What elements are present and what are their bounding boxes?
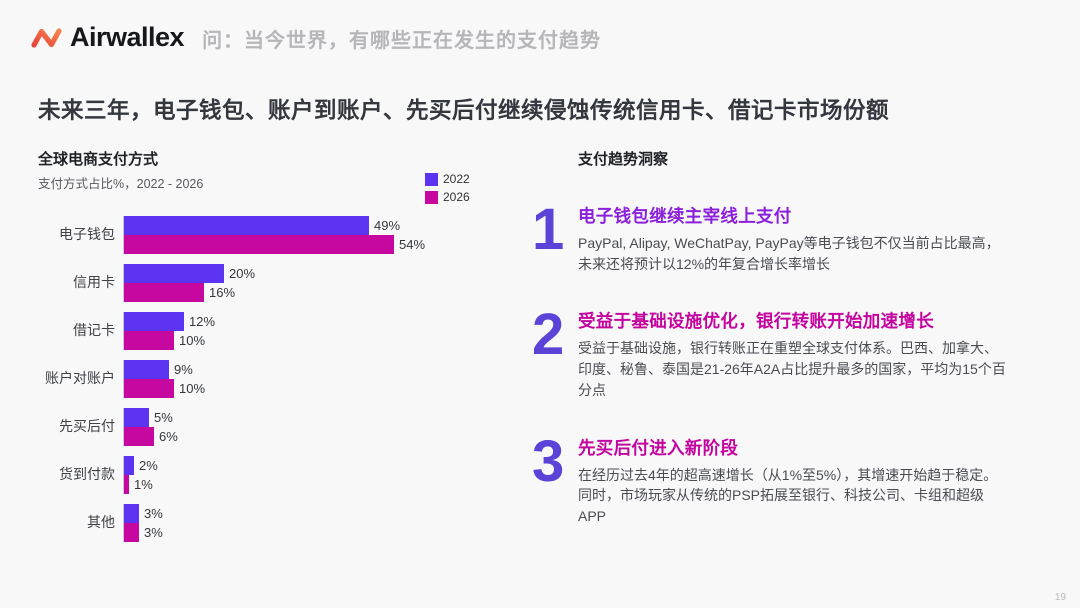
bar-value-label: 6%	[159, 429, 178, 444]
category-bars: 2% 1%	[123, 456, 530, 494]
insight-content: 受益于基础设施优化，银行转账开始加速增长受益于基础设施，银行转账正在重塑全球支付…	[578, 308, 1010, 400]
insights-panel: 支付趋势洞察 1 电子钱包继续主宰线上支付 PayPal, Alipay, WeCh…	[532, 148, 1032, 527]
legend-swatch-icon	[425, 172, 438, 186]
bar-2026	[124, 475, 129, 494]
insight-content: 先买后付进入新阶段在经历过去4年的超高速增长（从1%至5%），其增速开始趋于稳定…	[578, 435, 1010, 527]
chart-title: 全球电商支付方式	[38, 151, 159, 168]
category-label: 借记卡	[73, 322, 115, 339]
category-bars: 49% 54%	[123, 216, 530, 254]
insights-list: 1 电子钱包继续主宰线上支付 PayPal, Alipay, WeChatPay, …	[532, 197, 1032, 527]
brand-name: Airwallex	[70, 22, 185, 52]
legend-item: 2026	[425, 190, 470, 204]
bar-2026	[124, 283, 204, 302]
category-label: 账户对账户	[45, 370, 115, 387]
bar-value-label: 12%	[189, 314, 216, 329]
category-label: 货到付款	[59, 466, 115, 483]
bar-value-label: 1%	[134, 477, 153, 492]
bar-value-label: 20%	[229, 266, 256, 281]
insight-title: 电子钱包继续主宰线上支付	[578, 206, 792, 226]
bar-value-label: 10%	[179, 333, 206, 348]
insight-title: 先买后付进入新阶段	[578, 437, 739, 458]
payment-methods-chart: 全球电商支付方式 支付方式占比%，2022 - 2026 2022 2026 电子…	[38, 148, 530, 552]
category-label: 其他	[87, 514, 115, 531]
category-label: 电子钱包	[59, 226, 115, 243]
bar-2022	[124, 216, 369, 235]
bar-2026	[124, 427, 154, 446]
bar-2026	[124, 379, 174, 398]
insight-body: PayPal, Alipay, WeChatPay, PayPay等电子钱包不仅…	[578, 235, 1000, 272]
category-label: 信用卡	[73, 274, 115, 291]
legend-item: 2022	[425, 172, 470, 186]
header-question: 问：当今世界，有哪些正在发生的支付趋势	[202, 30, 602, 52]
chart-subtitle: 支付方式占比%，2022 - 2026	[38, 177, 204, 191]
chart-row: 借记卡 12% 10%	[38, 312, 530, 350]
airwallex-logo-icon	[30, 24, 63, 52]
insight-item: 3 先买后付进入新阶段 在经历过去4年的超高速增长（从1%至5%），其增速开始趋于稳…	[532, 428, 1032, 527]
bar-value-label: 3%	[144, 525, 163, 540]
chart-rows: 电子钱包 49% 54% 信用卡 20% 16% 借记卡 12% 10% 账户对账户 9% 10% 先买…	[38, 216, 530, 542]
bar-value-label: 16%	[209, 285, 236, 300]
insight-content: 电子钱包继续主宰线上支付 PayPal, Alipay, WeChatPay, P…	[578, 203, 1010, 274]
insight-body: 在经历过去4年的超高速增长（从1%至5%），其增速开始趋于稳定。同时，市场玩家从…	[578, 466, 998, 525]
insight-number: 2	[532, 302, 565, 368]
category-bars: 12% 10%	[123, 312, 530, 350]
legend-label: 2026	[443, 190, 470, 204]
insight-title: 受益于基础设施优化，银行转账开始加速增长	[578, 311, 934, 332]
bar-value-label: 2%	[139, 458, 158, 473]
page-title: 未来三年，电子钱包、账户到账户、先买后付继续侵蚀传统信用卡、借记卡市场份额	[38, 98, 890, 123]
chart-row: 先买后付 5% 6%	[38, 408, 530, 446]
insight-number: 3	[532, 428, 565, 494]
category-bars: 3% 3%	[123, 504, 530, 542]
bar-2026	[124, 331, 174, 350]
insight-body: 受益于基础设施，银行转账正在重塑全球支付体系。巴西、加拿大、印度、秘鲁、泰国是2…	[578, 340, 1006, 398]
category-bars: 20% 16%	[123, 264, 530, 302]
page-number: 19	[1054, 592, 1066, 603]
bar-value-label: 49%	[374, 218, 401, 233]
bar-2022	[124, 408, 149, 427]
header: Airwallex 问：当今世界，有哪些正在发生的支付趋势	[30, 22, 601, 53]
insight-item: 2 受益于基础设施优化，银行转账开始加速增长 受益于基础设施，银行转账正在重塑全球支…	[532, 302, 1032, 400]
bar-value-label: 10%	[179, 381, 206, 396]
bar-2022	[124, 264, 224, 283]
bar-value-label: 3%	[144, 506, 163, 521]
category-bars: 9% 10%	[123, 360, 530, 398]
chart-row: 信用卡 20% 16%	[38, 264, 530, 302]
chart-legend: 2022 2026	[425, 172, 470, 204]
insight-item: 1 电子钱包继续主宰线上支付 PayPal, Alipay, WeChatPay, …	[532, 197, 1032, 274]
category-label: 先买后付	[59, 418, 115, 435]
bar-value-label: 9%	[174, 362, 193, 377]
chart-row: 其他 3% 3%	[38, 504, 530, 542]
bar-value-label: 54%	[399, 237, 426, 252]
insight-number: 1	[532, 197, 565, 262]
chart-row: 电子钱包 49% 54%	[38, 216, 530, 254]
bar-value-label: 5%	[154, 410, 173, 425]
bar-2022	[124, 360, 169, 379]
chart-row: 账户对账户 9% 10%	[38, 360, 530, 398]
chart-row: 货到付款 2% 1%	[38, 456, 530, 494]
brand-logo: Airwallex	[30, 22, 185, 53]
bar-2026	[124, 235, 394, 254]
bar-2022	[124, 504, 139, 523]
bar-2022	[124, 456, 134, 475]
bar-2026	[124, 523, 139, 542]
insights-header: 支付趋势洞察	[578, 151, 669, 168]
legend-label: 2022	[443, 172, 470, 186]
category-bars: 5% 6%	[123, 408, 530, 446]
legend-swatch-icon	[425, 190, 438, 204]
bar-2022	[124, 312, 184, 331]
